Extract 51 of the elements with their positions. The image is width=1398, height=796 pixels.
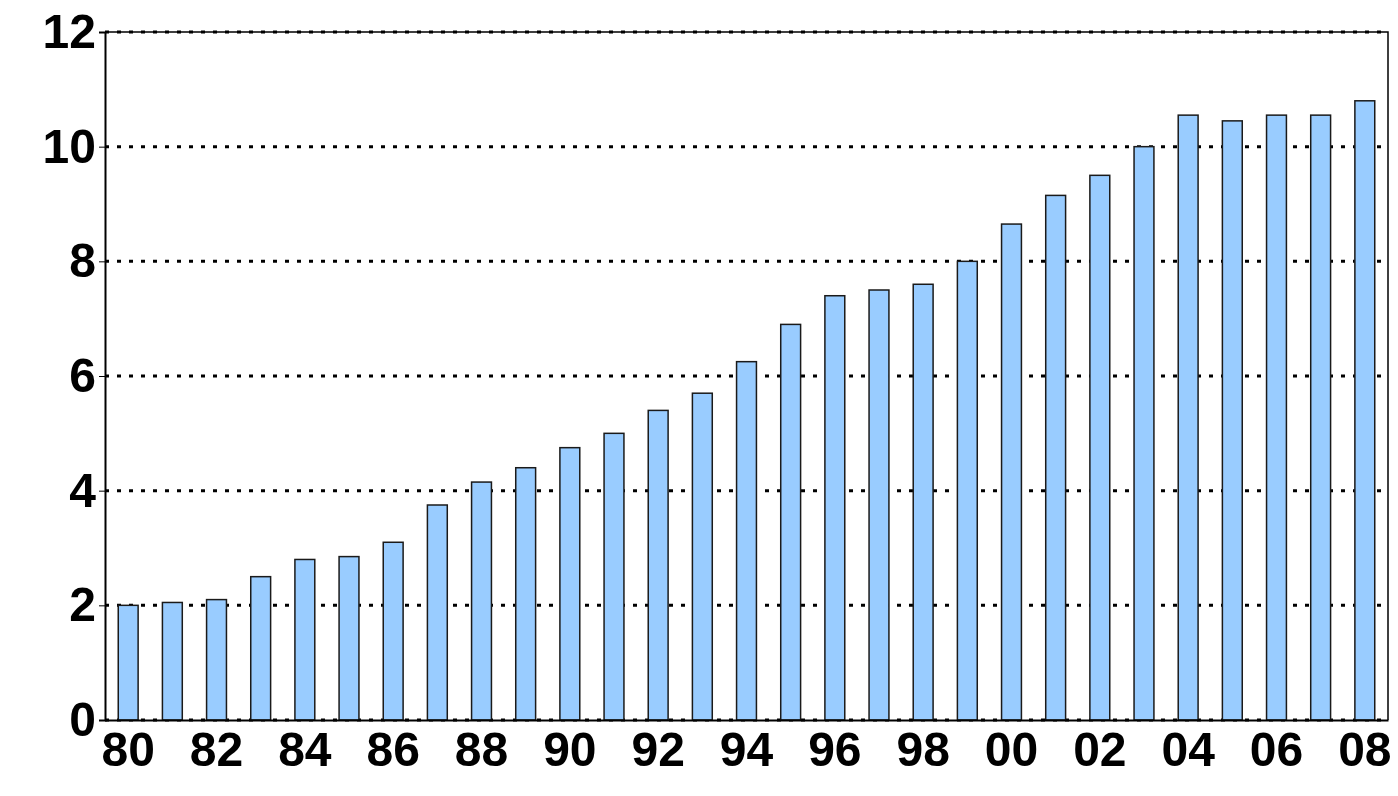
bar	[868, 289, 890, 721]
y-tick-label: 10	[42, 119, 96, 173]
bar	[1000, 223, 1023, 721]
bar	[250, 575, 272, 721]
bar	[647, 409, 669, 721]
bar	[117, 604, 139, 721]
x-tick-label: 08	[1338, 723, 1392, 776]
bar	[426, 504, 449, 721]
bar	[1221, 120, 1243, 721]
bar	[514, 466, 537, 721]
bar	[912, 283, 934, 721]
y-tick-label: 6	[69, 348, 96, 402]
bar	[824, 294, 846, 721]
x-tick-label: 84	[278, 723, 332, 776]
bar	[338, 555, 360, 721]
x-tick-label: 94	[719, 723, 774, 776]
x-tick-label: 90	[543, 723, 597, 776]
x-tick-label: 98	[896, 723, 950, 776]
y-tick-label: 12	[42, 4, 96, 58]
x-tick-label: 06	[1249, 723, 1304, 776]
bar	[161, 601, 184, 721]
y-tick-label: 4	[69, 463, 97, 517]
bar	[1177, 114, 1199, 721]
bar	[382, 541, 404, 721]
x-tick-label: 82	[189, 723, 244, 776]
bar	[294, 558, 316, 721]
x-tick-label: 86	[366, 723, 420, 776]
bar	[956, 260, 979, 721]
x-tick-label: 96	[808, 723, 862, 776]
bar	[1265, 114, 1288, 721]
y-tick-label: 2	[69, 578, 96, 632]
x-tick-label: 00	[984, 723, 1039, 776]
bar	[559, 446, 581, 721]
x-tick-label: 88	[454, 723, 509, 776]
y-tick-label: 8	[69, 234, 96, 288]
bar	[603, 432, 625, 721]
y-tick-label: 0	[69, 692, 96, 746]
x-tick-label: 80	[101, 723, 155, 776]
bar	[1044, 194, 1067, 721]
bar	[1133, 145, 1155, 721]
x-tick-label: 04	[1161, 723, 1216, 776]
bar	[735, 360, 758, 721]
bar	[691, 392, 714, 721]
bar	[470, 481, 493, 721]
bar	[1089, 174, 1111, 721]
bar	[779, 323, 802, 721]
x-tick-label: 02	[1073, 723, 1127, 776]
x-tick-label: 92	[631, 723, 685, 776]
bar	[1354, 100, 1376, 721]
bar	[1309, 114, 1332, 721]
bar	[205, 598, 228, 721]
